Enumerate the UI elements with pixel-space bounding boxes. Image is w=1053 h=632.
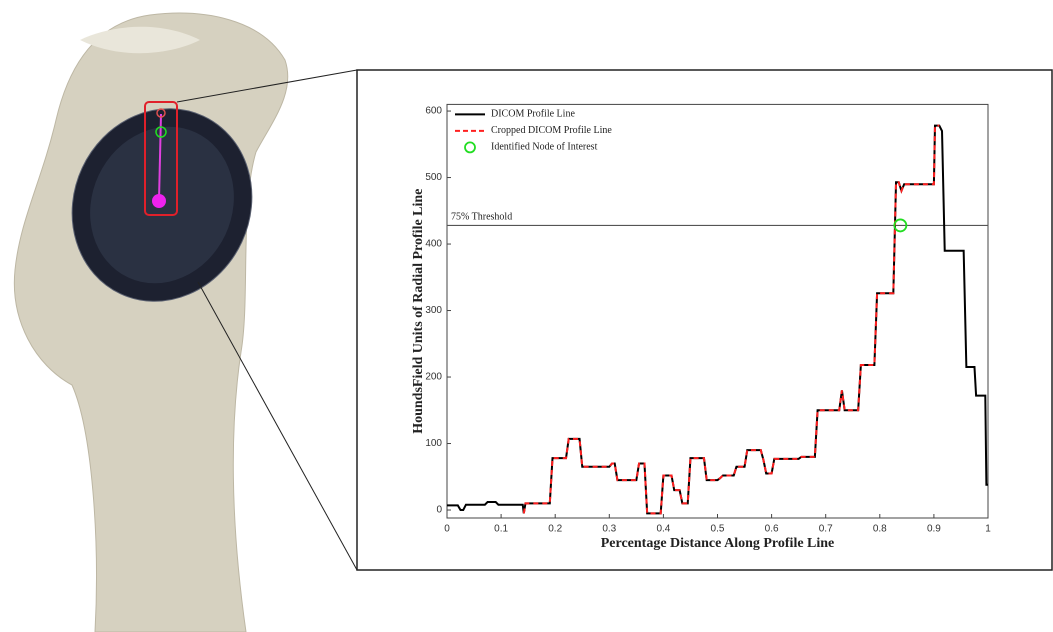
bone-render <box>14 13 357 632</box>
y-tick-label: 100 <box>425 438 442 449</box>
x-tick-label: 0.8 <box>873 524 887 535</box>
y-tick-label: 300 <box>425 305 442 316</box>
y-tick-label: 200 <box>425 372 442 383</box>
x-tick-label: 0.4 <box>656 524 670 535</box>
y-tick-label: 0 <box>436 505 442 516</box>
x-tick-label: 0.5 <box>711 524 725 535</box>
x-tick-label: 0.2 <box>548 524 562 535</box>
plot-area <box>447 104 988 518</box>
y-tick-label: 500 <box>425 172 442 183</box>
legend-label: Cropped DICOM Profile Line <box>491 125 612 136</box>
x-tick-label: 0.1 <box>494 524 508 535</box>
page: {"chart_data": { "type": "line", "x_labe… <box>0 0 1053 632</box>
x-tick-label: 0.3 <box>602 524 616 535</box>
y-tick-label: 400 <box>425 239 442 250</box>
y-axis-label: HoundsField Units of Radial Profile Line <box>411 189 426 434</box>
figure: 0 0.1 0.2 0.3 0.4 0.5 0.6 0.7 0.8 0.9 1 0 100 200 300 4… <box>0 0 1053 632</box>
legend-label: Identified Node of Interest <box>491 142 598 153</box>
threshold-label: 75% Threshold <box>451 212 512 223</box>
legend-label: DICOM Profile Line <box>491 109 575 120</box>
y-tick-label: 600 <box>425 106 442 117</box>
x-axis-label: Percentage Distance Along Profile Line <box>601 536 835 551</box>
x-tick-label: 1 <box>985 524 991 535</box>
x-tick-label: 0 <box>444 524 450 535</box>
x-tick-label: 0.7 <box>819 524 833 535</box>
x-tick-label: 0.6 <box>765 524 779 535</box>
x-tick-label: 0.9 <box>927 524 941 535</box>
